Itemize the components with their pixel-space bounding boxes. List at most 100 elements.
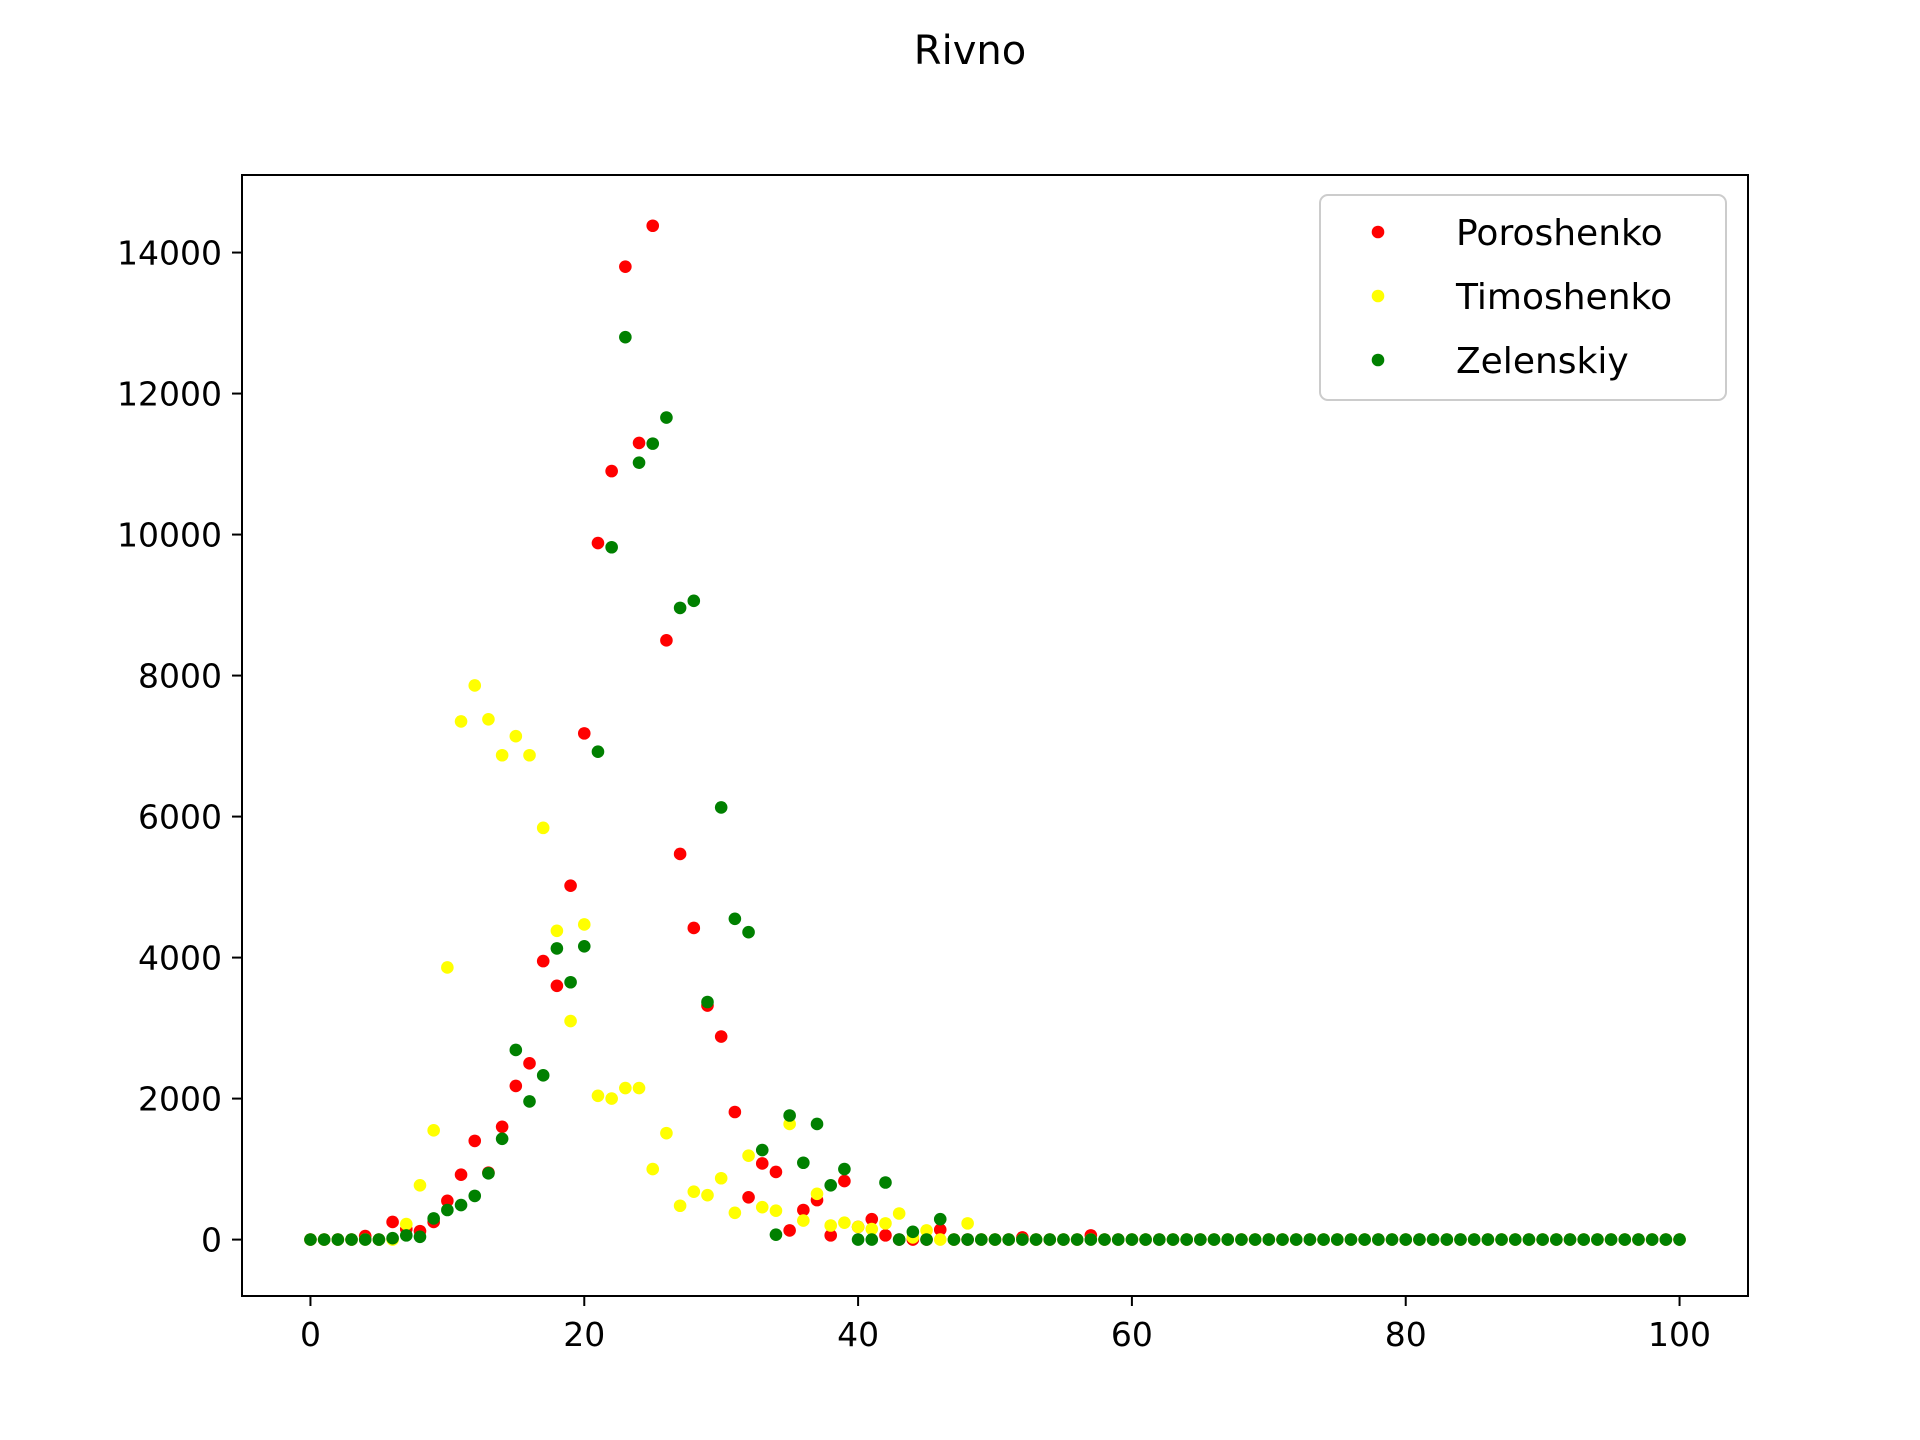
point-zelenskiy-77 bbox=[1358, 1233, 1371, 1246]
point-zelenskiy-34 bbox=[769, 1228, 783, 1241]
point-zelenskiy-11 bbox=[454, 1198, 468, 1212]
legend-marker-timoshenko bbox=[1371, 289, 1385, 303]
point-zelenskiy-13 bbox=[482, 1167, 495, 1180]
legend: Poroshenko Timoshenko Zelenskiy bbox=[1319, 194, 1727, 401]
point-zelenskiy-1 bbox=[317, 1233, 331, 1246]
point-zelenskiy-67 bbox=[1221, 1233, 1235, 1246]
point-zelenskiy-85 bbox=[1467, 1233, 1481, 1246]
point-zelenskiy-33 bbox=[755, 1143, 769, 1157]
point-timoshenko-28 bbox=[687, 1185, 701, 1198]
point-zelenskiy-29 bbox=[701, 995, 714, 1009]
point-zelenskiy-88 bbox=[1508, 1233, 1522, 1246]
point-zelenskiy-58 bbox=[1098, 1233, 1111, 1246]
point-zelenskiy-16 bbox=[523, 1095, 536, 1108]
point-zelenskiy-96 bbox=[1618, 1233, 1632, 1246]
point-zelenskiy-39 bbox=[838, 1162, 851, 1176]
point-zelenskiy-32 bbox=[742, 925, 755, 939]
point-zelenskiy-10 bbox=[441, 1203, 454, 1217]
point-zelenskiy-73 bbox=[1303, 1233, 1317, 1246]
point-poroshenko-20 bbox=[577, 727, 591, 740]
y-tick-label: 10000 bbox=[117, 516, 222, 555]
point-zelenskiy-75 bbox=[1330, 1233, 1344, 1246]
point-zelenskiy-24 bbox=[632, 456, 646, 469]
point-zelenskiy-4 bbox=[358, 1233, 372, 1246]
point-zelenskiy-59 bbox=[1111, 1233, 1125, 1246]
point-poroshenko-46 bbox=[933, 1223, 947, 1237]
y-tick-label: 12000 bbox=[117, 375, 222, 414]
point-zelenskiy-99 bbox=[1659, 1233, 1673, 1246]
point-zelenskiy-15 bbox=[509, 1043, 523, 1057]
point-poroshenko-14 bbox=[495, 1120, 509, 1134]
point-zelenskiy-56 bbox=[1070, 1233, 1084, 1246]
point-timoshenko-30 bbox=[714, 1171, 728, 1185]
point-poroshenko-27 bbox=[673, 847, 687, 861]
point-zelenskiy-46 bbox=[933, 1212, 947, 1226]
point-timoshenko-23 bbox=[619, 1081, 632, 1095]
point-zelenskiy-78 bbox=[1372, 1233, 1385, 1246]
point-timoshenko-38 bbox=[824, 1219, 838, 1232]
point-zelenskiy-8 bbox=[413, 1230, 427, 1244]
point-zelenskiy-100 bbox=[1673, 1233, 1686, 1246]
x-axis-ticks: 0 20 40 60 80 100 bbox=[300, 1296, 1711, 1354]
point-timoshenko-8 bbox=[413, 1179, 427, 1192]
y-tick-label: 2000 bbox=[138, 1080, 222, 1119]
point-zelenskiy-18 bbox=[550, 942, 564, 955]
point-zelenskiy-80 bbox=[1399, 1233, 1413, 1246]
point-zelenskiy-49 bbox=[975, 1233, 988, 1246]
point-zelenskiy-55 bbox=[1057, 1233, 1070, 1246]
point-poroshenko-28 bbox=[687, 921, 701, 935]
point-poroshenko-41 bbox=[865, 1212, 879, 1226]
legend-marker-zelenskiy bbox=[1371, 353, 1385, 367]
point-zelenskiy-91 bbox=[1550, 1233, 1563, 1246]
point-poroshenko-39 bbox=[838, 1174, 851, 1188]
point-zelenskiy-61 bbox=[1139, 1233, 1152, 1246]
point-poroshenko-30 bbox=[714, 1030, 728, 1043]
point-zelenskiy-82 bbox=[1426, 1233, 1440, 1246]
point-zelenskiy-35 bbox=[783, 1109, 796, 1122]
point-timoshenko-37 bbox=[810, 1187, 824, 1201]
point-zelenskiy-66 bbox=[1207, 1233, 1221, 1246]
point-zelenskiy-17 bbox=[536, 1069, 550, 1082]
y-tick-label: 4000 bbox=[138, 939, 222, 978]
point-timoshenko-33 bbox=[755, 1200, 769, 1214]
legend-label-zelenskiy: Zelenskiy bbox=[1456, 341, 1629, 382]
point-zelenskiy-14 bbox=[495, 1132, 509, 1146]
point-zelenskiy-3 bbox=[345, 1233, 358, 1246]
point-poroshenko-25 bbox=[646, 219, 660, 233]
point-poroshenko-32 bbox=[742, 1191, 755, 1204]
point-poroshenko-19 bbox=[564, 879, 577, 892]
point-timoshenko-17 bbox=[536, 821, 550, 835]
point-poroshenko-15 bbox=[509, 1079, 523, 1093]
point-zelenskiy-60 bbox=[1125, 1233, 1139, 1246]
point-zelenskiy-0 bbox=[304, 1233, 317, 1246]
point-zelenskiy-22 bbox=[605, 540, 618, 554]
point-zelenskiy-68 bbox=[1235, 1233, 1248, 1246]
point-zelenskiy-83 bbox=[1440, 1233, 1454, 1246]
point-zelenskiy-9 bbox=[427, 1212, 440, 1225]
point-timoshenko-48 bbox=[961, 1217, 974, 1230]
point-zelenskiy-69 bbox=[1248, 1233, 1262, 1246]
legend-box bbox=[1319, 194, 1727, 401]
point-poroshenko-11 bbox=[454, 1168, 468, 1182]
point-zelenskiy-26 bbox=[660, 411, 673, 424]
point-timoshenko-25 bbox=[646, 1162, 660, 1176]
point-timoshenko-45 bbox=[920, 1224, 933, 1237]
point-zelenskiy-25 bbox=[646, 437, 660, 450]
point-poroshenko-6 bbox=[386, 1215, 399, 1229]
point-zelenskiy-84 bbox=[1454, 1233, 1467, 1246]
point-poroshenko-34 bbox=[769, 1165, 783, 1179]
point-zelenskiy-6 bbox=[386, 1231, 399, 1245]
point-poroshenko-31 bbox=[728, 1105, 742, 1119]
point-timoshenko-32 bbox=[742, 1149, 755, 1162]
point-zelenskiy-31 bbox=[728, 912, 742, 926]
point-timoshenko-40 bbox=[851, 1220, 865, 1234]
legend-label-poroshenko: Poroshenko bbox=[1456, 213, 1663, 254]
point-timoshenko-16 bbox=[523, 748, 536, 762]
point-timoshenko-21 bbox=[591, 1089, 605, 1103]
point-poroshenko-17 bbox=[536, 954, 550, 968]
point-zelenskiy-53 bbox=[1029, 1233, 1043, 1246]
data-points bbox=[304, 219, 1686, 1246]
y-tick-label: 14000 bbox=[117, 234, 222, 273]
y-tick-label: 0 bbox=[201, 1221, 222, 1260]
point-zelenskiy-97 bbox=[1632, 1233, 1645, 1246]
